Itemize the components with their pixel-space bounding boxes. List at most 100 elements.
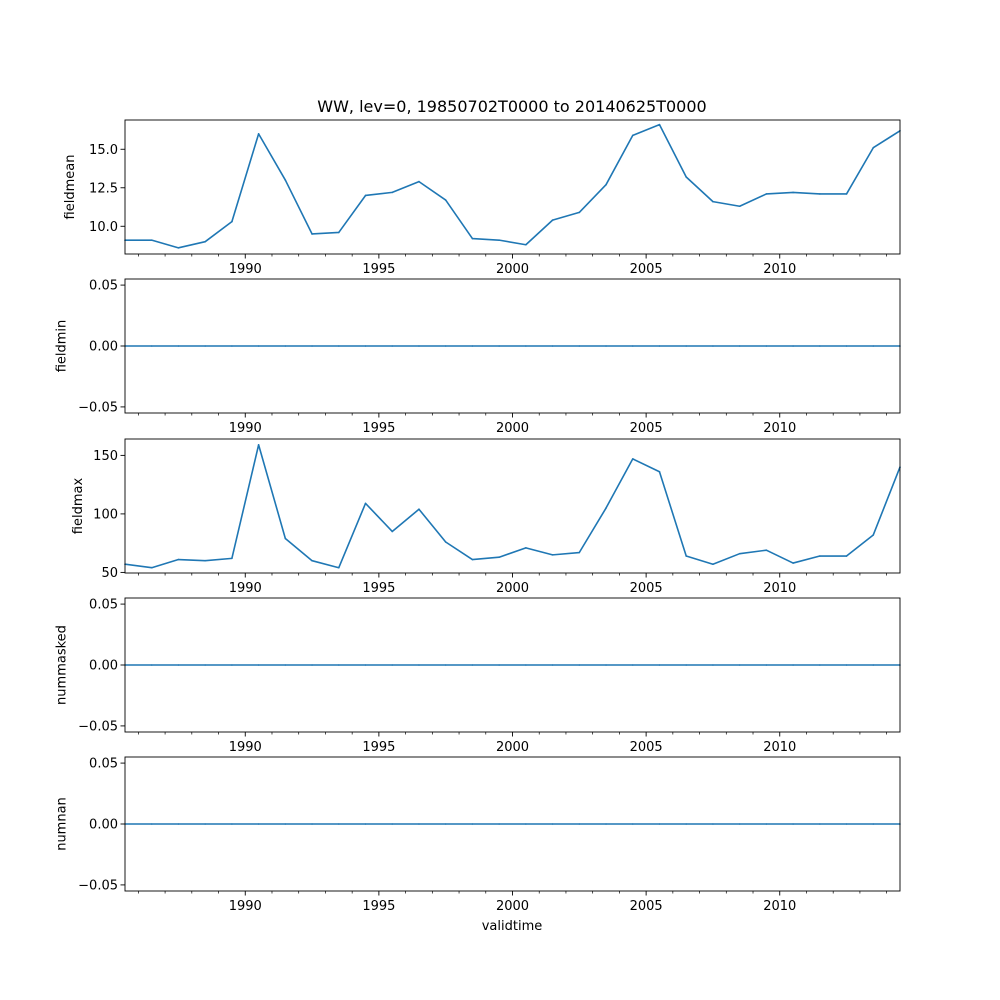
numnan-x-tick-label: 1990 [229,899,262,914]
nummasked-data-point [551,664,554,666]
nummasked-data-point [257,664,260,666]
fieldmin-data-point [631,345,634,347]
nummasked-y-axis-label: nummasked [55,625,70,705]
numnan-data-point [819,823,821,825]
fieldmax-x-tick-label: 2000 [496,581,529,596]
numnan-y-axis-label: numnan [55,797,70,851]
nummasked-data-point [845,664,848,666]
fieldmax-x-tick-label: 2005 [630,581,663,596]
fieldmin-data-point [551,345,554,347]
fieldmean-data-point [712,200,714,203]
nummasked-data-point [525,664,527,666]
fieldmin-y-axis-label: fieldmin [55,320,70,373]
nummasked-data-point [819,664,821,666]
nummasked-data-point [738,664,741,666]
fieldmin-data-point [444,345,447,347]
fieldmax-data-point [257,444,260,446]
fieldmean-data-point [364,194,367,197]
fieldmax-data-point [231,557,233,560]
fieldmax-data-point [765,549,768,551]
nummasked-x-tick-label: 2005 [630,740,663,755]
fieldmax-data-point [311,559,313,562]
fieldmax-x-tick-label: 1990 [229,581,262,596]
fieldmax-y-tick-label: 150 [93,449,118,464]
nummasked-data-point [284,664,287,666]
numnan-data-point [792,823,794,825]
fieldmin-data-point [177,345,180,347]
fieldmax-data-point [658,470,661,473]
numnan-data-point [765,823,768,825]
nummasked-data-point [658,664,661,666]
fieldmean-x-tick-label: 2000 [496,262,529,277]
numnan-data-point [257,823,260,825]
fieldmin-data-point [685,345,688,347]
fieldmin-data-point [819,345,821,347]
fieldmin-x-tick-label: 2000 [496,421,529,436]
nummasked-data-point [792,664,794,666]
numnan-data-point [364,823,367,825]
numnan-data-point [551,823,554,825]
fieldmean-y-tick-label: 10.0 [89,220,118,235]
nummasked-data-point [605,664,607,666]
fieldmean-data-point [685,176,688,178]
fieldmean-data-point [631,134,634,137]
nummasked-data-point [177,664,180,666]
fieldmin-y-tick-label: 0.05 [89,279,118,294]
nummasked-data-point [418,664,420,666]
fieldmin-data-point [658,345,661,347]
fieldmin-data-point [712,345,714,347]
nummasked-data-point [204,664,206,666]
fieldmin-data-point [418,345,420,347]
nummasked-data-point [444,664,447,666]
fieldmax-data-point [284,537,287,540]
fieldmax-data-point [177,558,180,561]
fieldmax-data-point [819,555,821,557]
fieldmin-x-tick-label: 1995 [362,421,395,436]
numnan-y-tick-label: 0.00 [89,818,118,833]
numnan-data-point [391,823,394,825]
nummasked-x-tick-label: 2010 [763,740,796,755]
fieldmax-data-point [631,458,634,460]
numnan-x-tick-label: 2010 [763,899,796,914]
nummasked-data-point [311,664,313,666]
nummasked-data-point [685,664,688,666]
fieldmin-data-point [311,345,313,347]
nummasked-data-point [631,664,634,666]
fieldmean-series-line [125,123,901,249]
panel-numnan: 1990 1995 2000 2005 2010 −0.05 0.00 0.05 numnan [55,756,901,914]
fieldmin-data-point [578,345,581,347]
fieldmax-data-point [444,541,447,543]
fieldmax-data-point [792,562,794,564]
numnan-x-tick-label: 1995 [362,899,395,914]
fieldmin-data-point [845,345,848,347]
fieldmax-data-point [418,508,420,511]
numnan-data-point [872,823,875,825]
numnan-data-point [738,823,741,825]
fieldmax-data-point [337,566,340,569]
fieldmax-x-tick-label: 2010 [763,581,796,596]
fieldmin-data-point [765,345,768,347]
fieldmean-data-point [605,183,607,186]
panels-group: 1990 1995 2000 2005 2010 10.0 12.5 15.0 fieldmea… [55,119,901,914]
fieldmean-data-point [444,199,447,201]
fieldmin-data-point [792,345,794,347]
numnan-data-point [204,823,206,825]
numnan-data-point [177,823,180,825]
fieldmean-data-point [391,191,394,194]
numnan-data-point [605,823,607,825]
numnan-data-point [658,823,661,825]
nummasked-data-point [337,664,340,666]
fieldmean-data-point [738,205,741,208]
fieldmin-data-point [231,345,233,347]
fieldmax-y-axis-label: fieldmax [71,478,86,535]
fieldmean-data-point [498,239,500,241]
fieldmin-data-point [257,345,260,347]
fieldmean-data-point [337,231,340,234]
numnan-data-point [337,823,340,825]
x-axis-label: validtime [482,919,543,934]
numnan-data-point [712,823,714,825]
numnan-data-point [685,823,688,825]
fieldmin-data-point [284,345,287,347]
nummasked-data-point [231,664,233,666]
